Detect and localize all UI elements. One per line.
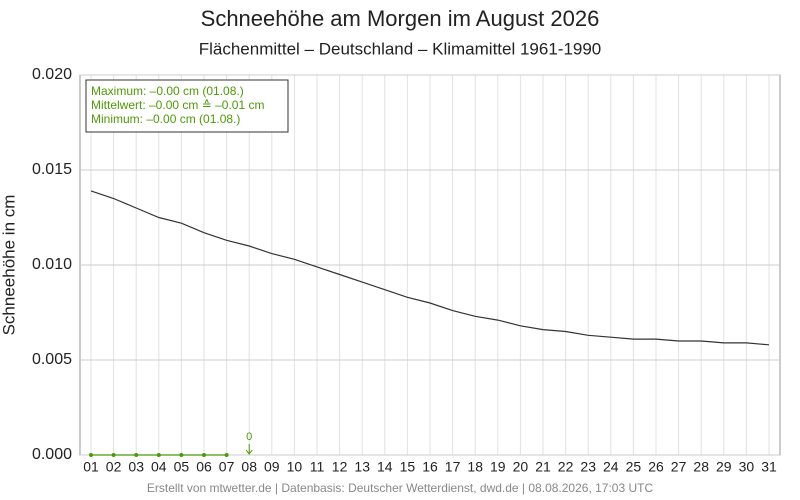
- footer: Erstellt von mtwetter.de | Datenbasis: D…: [147, 481, 654, 495]
- x-tick-label: 14: [377, 459, 393, 475]
- x-tick-label: 07: [219, 459, 235, 475]
- x-tick-label: 02: [106, 459, 122, 475]
- x-tick-label: 31: [761, 459, 777, 475]
- stats-line: Minimum: –0.00 cm (01.08.): [91, 112, 240, 126]
- x-tick-label: 11: [310, 459, 325, 475]
- annotation: 0: [246, 431, 252, 443]
- x-tick-label: 28: [693, 459, 709, 475]
- x-tick-label: 21: [535, 459, 551, 475]
- data-point: [224, 453, 229, 457]
- data-point: [156, 453, 161, 457]
- x-tick-label: 23: [580, 459, 596, 475]
- data-point: [89, 453, 93, 457]
- x-tick-label: 20: [513, 459, 529, 475]
- x-tick-label: 10: [287, 459, 303, 475]
- data-point: [179, 453, 184, 457]
- x-tick-label: 03: [128, 459, 144, 475]
- y-tick-label: 0.010: [32, 256, 72, 273]
- y-tick-label: 0.000: [32, 446, 72, 463]
- x-tick-label: 13: [354, 459, 370, 475]
- data-point: [134, 453, 139, 457]
- x-tick-label: 15: [400, 459, 416, 475]
- y-tick-label: 0.005: [32, 351, 72, 368]
- x-tick-label: 27: [671, 459, 687, 475]
- chart-title: Schneehöhe am Morgen im August 2026: [201, 6, 600, 31]
- x-tick-label: 09: [264, 459, 280, 475]
- y-axis-label: Schneehöhe in cm: [0, 195, 18, 336]
- data-point: [202, 453, 206, 457]
- stats-box: [85, 79, 289, 133]
- x-tick-label: 16: [422, 459, 438, 475]
- data-point: [111, 453, 116, 457]
- x-tick-label: 06: [196, 459, 212, 475]
- x-tick-label: 01: [83, 459, 99, 475]
- x-tick-label: 30: [739, 459, 755, 475]
- x-tick-label: 18: [467, 459, 483, 475]
- y-tick-label: 0.020: [32, 66, 72, 83]
- x-tick-label: 17: [445, 459, 461, 475]
- x-tick-label: 26: [648, 459, 664, 475]
- stats-line: Mittelwert: –0.00 cm ≙ –0.01 cm: [91, 98, 264, 112]
- x-tick-label: 12: [332, 459, 348, 475]
- series-line: [90, 190, 770, 346]
- x-tick-label: 29: [716, 459, 732, 475]
- x-tick-label: 05: [174, 459, 190, 475]
- stats-line: Maximum: –0.00 cm (01.08.): [91, 84, 244, 98]
- x-tick-label: 24: [603, 459, 619, 475]
- annotation-arrow: [245, 444, 253, 455]
- y-tick-label: 0.015: [32, 161, 72, 178]
- x-tick-label: 19: [490, 459, 506, 475]
- x-tick-label: 08: [241, 459, 257, 475]
- chart-subtitle: Flächenmittel – Deutschland – Klimamitte…: [199, 39, 602, 58]
- x-tick-label: 04: [151, 459, 167, 475]
- x-tick-label: 25: [626, 459, 642, 475]
- x-tick-label: 22: [558, 459, 574, 475]
